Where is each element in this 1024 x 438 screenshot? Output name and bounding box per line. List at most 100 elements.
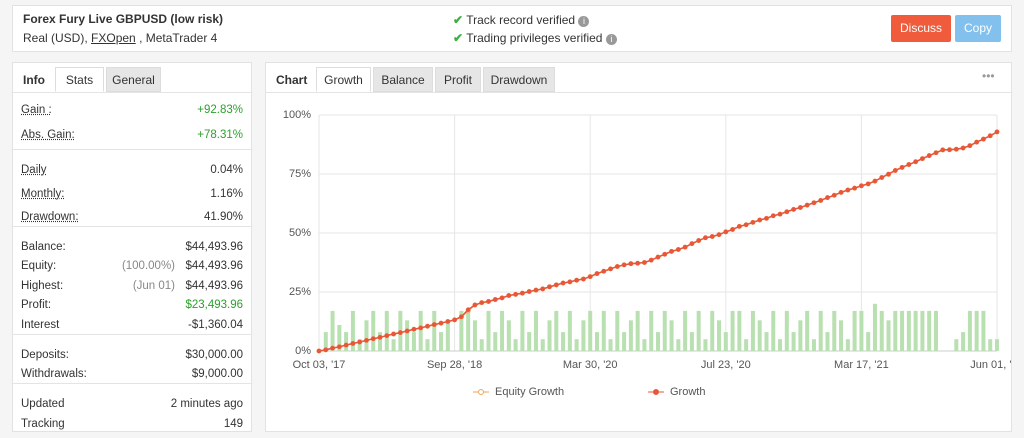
bar <box>750 310 755 351</box>
broker-link[interactable]: FXOpen <box>91 31 136 45</box>
bar <box>445 320 450 351</box>
point <box>391 331 396 337</box>
point <box>689 241 695 246</box>
bar <box>500 310 505 351</box>
discuss-button[interactable]: Discuss <box>891 15 951 42</box>
stats-tab[interactable]: Info <box>15 67 53 92</box>
check-icon: ✔ <box>453 31 464 45</box>
bar <box>323 332 328 351</box>
bar <box>805 310 810 351</box>
stat-row: Highest: (Jun 01) $44,493.96 <box>21 277 243 295</box>
copy-button[interactable]: Copy <box>955 15 1001 42</box>
bar <box>710 310 715 351</box>
bar <box>554 310 559 351</box>
bar <box>330 310 335 351</box>
point <box>791 207 796 212</box>
bar <box>974 310 979 351</box>
chart-tab[interactable]: Balance <box>373 67 433 92</box>
point <box>981 136 986 142</box>
point <box>438 320 444 326</box>
stat-row: Abs. Gain: +78.31% <box>21 126 243 144</box>
chart-tab[interactable]: Profit <box>435 67 481 92</box>
bar <box>683 310 688 351</box>
bar <box>418 310 423 351</box>
x-tick-label: Oct 03, '17 <box>293 359 346 371</box>
group-divider <box>13 226 251 227</box>
point <box>350 341 356 346</box>
bar <box>405 320 410 351</box>
bar <box>459 310 464 351</box>
stat-value: 1.16% <box>210 188 243 200</box>
bar <box>581 320 586 351</box>
bar <box>900 310 905 351</box>
point <box>886 171 891 177</box>
stat-row: Monthly: 1.16% <box>21 185 243 203</box>
verified-text: Track record verified <box>466 13 576 27</box>
bar <box>696 310 701 351</box>
point <box>974 139 979 145</box>
legend-label: Equity Growth <box>495 386 564 398</box>
bar <box>486 310 491 351</box>
bar <box>601 310 606 351</box>
point <box>669 249 674 254</box>
point <box>608 266 613 272</box>
y-tick-label: 50% <box>289 227 311 239</box>
bar <box>574 339 579 351</box>
bar <box>635 310 640 351</box>
bar <box>866 332 871 351</box>
stat-row: Withdrawals: $9,000.00 <box>21 365 243 383</box>
point <box>465 307 471 312</box>
point <box>920 156 925 161</box>
bar <box>439 332 444 351</box>
bar <box>371 310 376 351</box>
menu-button[interactable]: ••• <box>982 69 995 83</box>
bar <box>520 310 525 351</box>
bar <box>656 332 660 351</box>
stats-tab[interactable]: Stats <box>55 67 104 92</box>
point <box>784 209 790 215</box>
bar <box>730 310 735 351</box>
bar <box>378 332 383 351</box>
info-icon[interactable]: i <box>578 16 590 27</box>
point <box>676 247 681 252</box>
point <box>709 234 715 239</box>
point <box>831 192 837 198</box>
stat-label: Tracking <box>21 418 65 430</box>
stat-label: Interest <box>21 319 60 331</box>
bar <box>567 310 572 351</box>
stat-value: 0.04% <box>210 164 243 176</box>
bar <box>669 320 674 351</box>
stat-row: Gain : +92.83% <box>21 101 243 119</box>
bar <box>615 310 620 351</box>
group-divider <box>13 383 251 384</box>
point <box>648 257 654 263</box>
stats-tab[interactable]: General <box>106 67 161 92</box>
point <box>601 268 607 274</box>
point <box>777 211 783 217</box>
point <box>574 277 579 283</box>
bar <box>689 332 694 351</box>
y-tick-label: 75% <box>289 168 311 180</box>
point <box>398 330 403 335</box>
point <box>513 292 518 297</box>
point <box>411 326 417 332</box>
bar <box>384 310 389 351</box>
header: Forex Fury Live GBPUSD (low risk) Real (… <box>12 5 1012 52</box>
bar <box>920 310 925 351</box>
point <box>628 261 634 266</box>
point <box>581 276 586 282</box>
point <box>452 317 457 323</box>
bar <box>913 310 918 351</box>
group-divider <box>13 149 251 150</box>
chart-tab[interactable]: Growth <box>316 67 371 92</box>
y-tick-label: 25% <box>289 286 311 298</box>
bar <box>825 332 830 351</box>
point <box>330 345 335 351</box>
bar <box>933 310 938 351</box>
bar <box>717 320 722 351</box>
chart-tab[interactable]: Drawdown <box>483 67 555 92</box>
info-icon[interactable]: i <box>605 34 617 45</box>
point <box>947 147 952 152</box>
point <box>859 183 864 189</box>
point <box>798 205 803 210</box>
